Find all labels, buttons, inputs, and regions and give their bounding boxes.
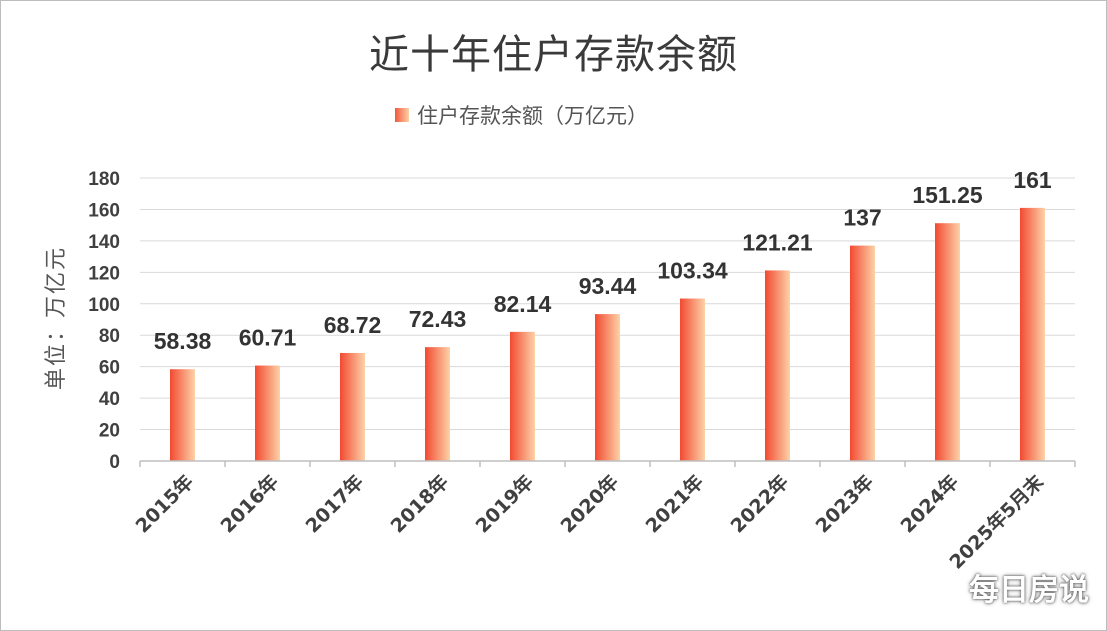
y-tick-label: 40 [99,389,120,410]
x-tick-label: 2024年 [896,470,963,537]
x-tick-label: 2015年 [131,470,198,537]
legend-label: 住户存款余额（万亿元） [417,104,648,128]
watermark: 每日房说 [969,573,1089,608]
data-label: 121.21 [742,229,813,255]
x-tick-label: 2023年 [811,470,878,537]
data-label: 82.14 [494,291,552,317]
data-label: 72.43 [409,306,467,332]
bar [425,347,450,461]
bars [170,207,1045,461]
bar [340,352,365,461]
bar [255,365,280,461]
data-label: 60.71 [239,325,297,351]
y-tick-label: 60 [99,358,120,379]
bar [510,331,535,461]
data-label: 151.25 [912,182,983,208]
y-tick-label: 80 [99,326,120,347]
y-tick-label: 160 [88,200,120,221]
data-label: 103.34 [657,258,728,284]
y-tick-label: 180 [88,169,120,190]
bar [1020,207,1045,461]
x-tick-label: 2022年 [726,470,793,537]
legend: 住户存款余额（万亿元） [395,100,648,130]
x-tick-label: 2016年 [216,470,283,537]
x-tick-label: 2018年 [386,470,453,537]
data-label: 161 [1013,167,1052,193]
data-label: 68.72 [324,312,382,338]
y-tick-label: 100 [88,295,120,316]
x-tick-label: 2017年 [301,470,368,537]
data-label: 137 [843,205,881,231]
x-tick-label: 2019年 [471,470,538,537]
x-tick-label: 2020年 [556,470,623,537]
y-tick-label: 120 [88,263,120,284]
y-tick-label: 140 [88,232,120,253]
bar [680,298,705,461]
bar [765,270,790,461]
bar [595,314,620,461]
legend-swatch [395,108,409,122]
data-label: 93.44 [579,273,637,299]
y-tick-label: 20 [99,421,120,442]
data-labels: 58.38 60.71 68.72 72.43 82.14 93.44 103.34 121.… [154,167,1052,354]
chart-title: 近十年住户存款余额 [369,32,738,78]
bar [935,223,960,461]
axes: 0 20 40 60 80 100 120 140 160 180 2015年 2016年 2017年 2… [88,169,1076,574]
bar [170,369,195,461]
bar [850,245,875,461]
y-tick-label: 0 [109,452,120,473]
x-tick-label: 2021年 [641,470,708,537]
data-label: 58.38 [154,328,212,354]
